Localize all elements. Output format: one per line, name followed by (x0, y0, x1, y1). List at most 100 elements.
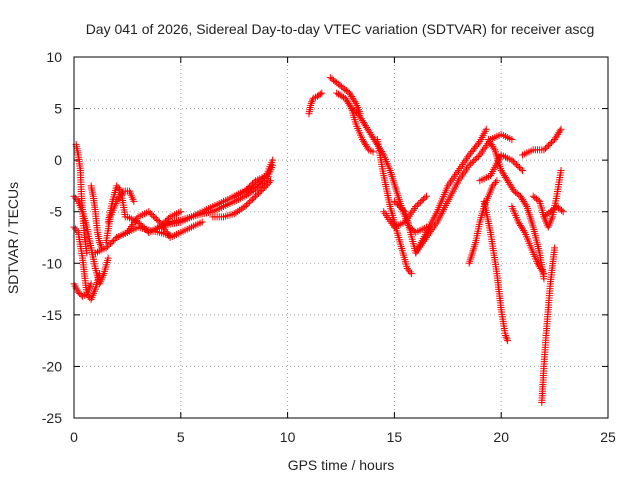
x-tick-label: 15 (387, 429, 403, 445)
data-point (467, 160, 475, 168)
y-tick-label: -20 (42, 358, 62, 374)
series-arc-e1 (476, 151, 527, 185)
data-point (247, 197, 255, 205)
data-point (398, 205, 406, 213)
data-point (249, 180, 257, 188)
data-point (503, 335, 511, 343)
data-point (415, 200, 423, 208)
data-point (512, 161, 520, 169)
data-point (517, 165, 525, 173)
data-point (468, 158, 476, 166)
data-point (403, 264, 411, 272)
axis-ticks: 0 5 10 15 20 25 -25 -20 -15 -10 -5 0 5 10 (42, 49, 616, 445)
data-point (249, 195, 257, 203)
data-point (104, 254, 112, 262)
data-point (177, 208, 185, 216)
data-point (422, 192, 430, 200)
data-point (104, 242, 112, 250)
data-point (519, 166, 527, 174)
data-point (111, 235, 119, 243)
data-point (543, 143, 551, 151)
data-point (556, 127, 564, 135)
series-arc-c4 (230, 156, 277, 200)
data-point (412, 203, 420, 211)
x-tick-label: 20 (493, 429, 509, 445)
data-point (145, 208, 153, 216)
data-point (259, 185, 267, 193)
data-point (493, 177, 501, 185)
series-arc-b3 (104, 182, 129, 226)
y-tick-label: -10 (42, 255, 62, 271)
data-point (71, 225, 79, 233)
series-arc-a4 (70, 192, 112, 288)
series-arc-e5 (508, 203, 548, 278)
data-point (73, 196, 81, 204)
data-point (148, 211, 156, 219)
data-point (256, 188, 264, 196)
data-point (318, 89, 326, 97)
data-point (241, 187, 249, 195)
data-point (418, 197, 426, 205)
series-arc-f1 (519, 125, 565, 159)
data-point (511, 159, 519, 167)
data-point (267, 177, 275, 185)
data-point (502, 333, 510, 341)
data-point (116, 185, 124, 193)
data-point (551, 244, 559, 252)
data-point (406, 268, 414, 276)
data-point (255, 189, 263, 197)
data-point (230, 210, 238, 218)
data-point (73, 227, 81, 235)
data-point (471, 155, 479, 163)
data-point (508, 136, 516, 144)
data-point (400, 206, 408, 214)
data-point (244, 190, 252, 198)
data-point (149, 212, 157, 220)
y-axis-label: SDTVAR / TECUs (5, 182, 21, 294)
data-point (520, 227, 528, 235)
data-point (308, 98, 316, 106)
data-point (83, 249, 91, 257)
data-point (244, 200, 252, 208)
data-point (559, 208, 567, 216)
data-point (539, 268, 547, 276)
series-arc-a3 (72, 141, 91, 257)
data-point (475, 139, 483, 147)
data-point (390, 197, 398, 205)
data-point (473, 154, 481, 162)
data-point (140, 224, 148, 232)
data-point (236, 206, 244, 214)
series-arc-d5 (373, 136, 415, 278)
data-point (96, 239, 104, 247)
data-point (369, 148, 377, 156)
data-point (96, 240, 104, 248)
data-point (107, 239, 115, 247)
data-point (548, 138, 556, 146)
data-point (541, 144, 549, 152)
data-point (508, 156, 516, 164)
series-arc-d1 (305, 89, 326, 118)
data-point (247, 181, 255, 189)
x-tick-label: 0 (70, 429, 78, 445)
x-tick-label: 10 (280, 429, 296, 445)
data-point (470, 157, 478, 165)
data-point (316, 90, 324, 98)
x-tick-label: 5 (177, 429, 185, 445)
data-point (154, 217, 162, 225)
data-point (244, 184, 252, 192)
data-point (130, 197, 138, 205)
data-point (252, 192, 260, 200)
data-point (392, 199, 400, 207)
data-point (557, 166, 565, 174)
data-point (474, 152, 482, 160)
data-point (108, 238, 116, 246)
data-point (264, 180, 272, 188)
data-point (242, 201, 250, 209)
data-point (165, 214, 173, 222)
data-point (501, 331, 509, 339)
data-point (421, 194, 429, 202)
data-point (253, 191, 261, 199)
data-point (492, 178, 500, 186)
data-point (137, 221, 145, 229)
data-point (250, 178, 258, 186)
